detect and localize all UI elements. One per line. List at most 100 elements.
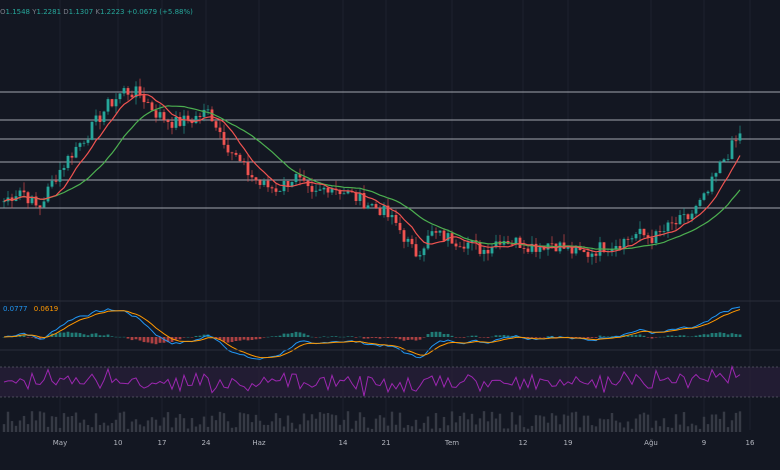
macd-bar (482, 337, 486, 338)
macd-bar (350, 336, 354, 337)
macd-bar (222, 337, 226, 342)
volume-bar (582, 415, 586, 432)
open-value: 1.1548 (5, 8, 31, 16)
volume-bar (182, 418, 186, 432)
candle-body (286, 181, 290, 187)
volume-bar (338, 424, 342, 432)
candle-body (530, 243, 534, 252)
volume-bar (382, 417, 386, 432)
volume-bar (314, 418, 318, 432)
candle-body (402, 230, 406, 242)
volume-bar (654, 420, 658, 432)
macd-bar (722, 333, 726, 337)
volume-bar (118, 412, 122, 432)
macd-bar (226, 337, 230, 343)
candle-body (414, 244, 418, 257)
volume-bar (446, 425, 450, 432)
candle-body (670, 222, 674, 224)
volume-bar (6, 411, 10, 432)
candle-body (442, 230, 446, 241)
volume-bar (166, 412, 170, 432)
candle-body (362, 193, 366, 209)
candle-body (686, 214, 690, 220)
x-label: 19 (564, 439, 573, 447)
candle-body (102, 111, 106, 122)
volume-bar (570, 412, 574, 432)
volume-bar (634, 418, 638, 432)
macd-bar (706, 334, 710, 337)
candle-body (270, 187, 274, 189)
volume-bar (406, 425, 410, 432)
macd-bar (106, 334, 110, 337)
volume-bar (390, 411, 394, 432)
candle-body (242, 161, 246, 163)
candle-body (158, 112, 162, 118)
candle-body (266, 180, 270, 188)
volume-bar (674, 414, 678, 432)
macd-bar (554, 337, 558, 338)
candle-body (338, 190, 342, 195)
volume-bar (670, 427, 674, 432)
volume-bar (230, 427, 234, 432)
volume-bar (234, 427, 238, 432)
candle-body (650, 237, 654, 243)
candle-body (702, 193, 706, 200)
candle-body (218, 127, 222, 133)
macd-bar (386, 337, 390, 338)
candle-body (346, 191, 350, 194)
candle-body (314, 190, 318, 192)
volume-bar (14, 425, 18, 432)
macd-bar (590, 337, 594, 338)
macd-bar (494, 335, 498, 337)
candle-body (82, 142, 86, 144)
volume-bar (94, 413, 98, 432)
candle-body (378, 208, 382, 216)
volume-bar (290, 422, 294, 432)
macd-bar (362, 337, 366, 339)
macd-bar (486, 337, 490, 338)
volume-bar (278, 418, 282, 432)
volume-bar (386, 425, 390, 432)
macd-bar (442, 333, 446, 337)
candle-body (478, 241, 482, 254)
candle-body (326, 187, 330, 193)
volume-bar (358, 412, 362, 432)
macd-bar (490, 336, 494, 338)
macd-bar (18, 335, 22, 337)
volume-bar (326, 412, 330, 432)
x-label: 14 (339, 439, 348, 447)
volume-bar (522, 427, 526, 432)
macd-bar (670, 335, 674, 337)
macd-bar (626, 334, 630, 337)
volume-bar (270, 421, 274, 432)
volume-bar (502, 428, 506, 432)
macd-bar (450, 335, 454, 337)
volume-bar (694, 425, 698, 432)
ohlc-readout: O1.1548 Y1.2281 D1.1307 K1.2223 +0.0679 … (0, 8, 193, 16)
macd-bar (82, 334, 86, 337)
volume-bar (638, 414, 642, 432)
volume-bar (710, 414, 714, 432)
x-label: May (53, 439, 67, 447)
volume-bar (622, 427, 626, 432)
candle-body (254, 177, 258, 181)
candle-body (50, 180, 54, 187)
candle-body (446, 233, 450, 241)
candle-body (374, 204, 378, 209)
candle-body (490, 247, 494, 254)
volume-bar (210, 415, 214, 432)
macd-bar (142, 337, 146, 343)
volume-bar (46, 426, 50, 432)
volume-bar (266, 424, 270, 432)
volume-bars (2, 411, 742, 432)
macd-bar (430, 331, 434, 337)
candle-body (634, 234, 638, 239)
volume-bar (198, 424, 202, 432)
volume-bar (190, 418, 194, 432)
candle-body (150, 102, 154, 111)
macd-bar (598, 335, 602, 337)
volume-bar (330, 414, 334, 432)
macd-bar (154, 337, 158, 345)
volume-bar (454, 422, 458, 432)
